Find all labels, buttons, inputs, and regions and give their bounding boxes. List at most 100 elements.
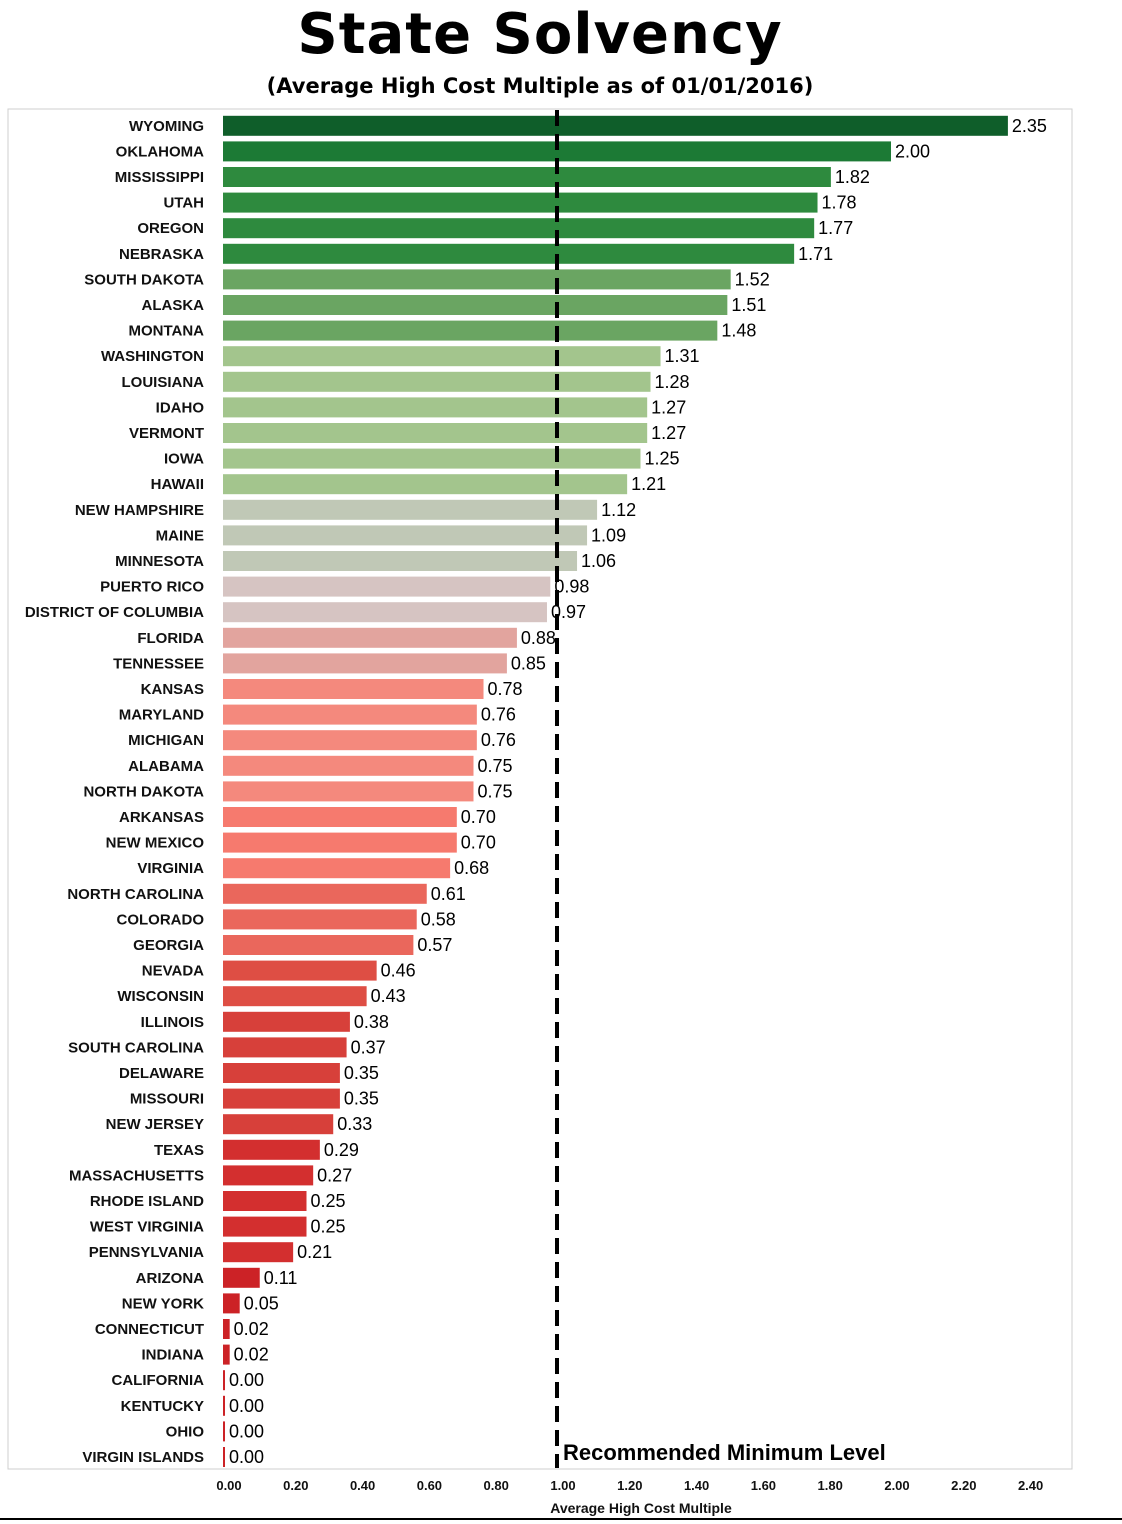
- category-label: NEW YORK: [122, 1295, 204, 1312]
- bar: [223, 679, 484, 699]
- value-label: 0.57: [417, 935, 452, 955]
- category-label: NEW MEXICO: [106, 835, 205, 852]
- category-label: NEW HAMPSHIRE: [75, 502, 204, 519]
- category-label: RHODE ISLAND: [90, 1193, 204, 1210]
- category-label: MINNESOTA: [115, 553, 204, 570]
- value-label: 0.75: [478, 756, 513, 776]
- category-label: OKLAHOMA: [116, 143, 204, 160]
- x-tick-label: 0.80: [484, 1478, 509, 1493]
- category-label: IOWA: [164, 451, 204, 468]
- value-label: 0.11: [264, 1268, 298, 1288]
- bar: [223, 1242, 294, 1263]
- category-label: GEORGIA: [133, 937, 204, 954]
- category-label: ALASKA: [142, 297, 205, 314]
- bar: [223, 807, 457, 827]
- value-label: 1.09: [591, 525, 626, 545]
- value-label: 0.78: [488, 679, 523, 699]
- x-tick-label: 1.60: [751, 1478, 776, 1493]
- reference-line-label: Recommended Minimum Level: [563, 1440, 886, 1465]
- x-tick-label: 2.20: [951, 1478, 976, 1493]
- value-label: 0.02: [234, 1345, 269, 1365]
- x-tick-label: 1.20: [617, 1478, 642, 1493]
- value-label: 1.52: [735, 269, 770, 289]
- value-label: 1.82: [835, 167, 870, 187]
- plot-frame: [7, 108, 1073, 1470]
- value-label: 1.27: [651, 397, 686, 417]
- bar: [223, 1319, 230, 1339]
- bar: [223, 115, 1008, 136]
- bar: [223, 448, 641, 469]
- bar: [223, 960, 377, 981]
- value-label: 0.76: [481, 730, 516, 750]
- value-label: 1.51: [731, 295, 766, 315]
- category-label: SOUTH DAKOTA: [84, 271, 204, 288]
- x-tick-label: 1.40: [684, 1478, 709, 1493]
- bar: [223, 1344, 230, 1365]
- category-label: FLORIDA: [137, 630, 204, 647]
- category-label: MAINE: [156, 527, 204, 544]
- bar: [223, 832, 457, 853]
- category-label: DISTRICT OF COLUMBIA: [25, 604, 204, 621]
- value-label: 0.02: [234, 1319, 269, 1339]
- bar: [223, 1037, 347, 1058]
- bar: [223, 704, 477, 725]
- value-label: 0.98: [554, 577, 589, 597]
- category-label: UTAH: [163, 195, 204, 212]
- value-label: 0.35: [344, 1089, 379, 1109]
- bar: [223, 1063, 340, 1083]
- bar: [223, 218, 815, 239]
- category-label: NEVADA: [142, 963, 204, 980]
- category-label: MASSACHUSETTS: [69, 1167, 204, 1184]
- bar: [223, 858, 451, 879]
- bar: [223, 551, 578, 571]
- value-label: 0.25: [311, 1217, 346, 1237]
- bar: [223, 499, 598, 520]
- value-label: 0.33: [337, 1114, 372, 1134]
- value-label: 1.31: [665, 346, 700, 366]
- value-label: 0.29: [324, 1140, 359, 1160]
- category-label: NORTH DAKOTA: [83, 783, 204, 800]
- category-label: ARKANSAS: [119, 809, 204, 826]
- category-label: WISCONSIN: [117, 988, 204, 1005]
- value-label: 0.00: [229, 1421, 264, 1441]
- value-label: 1.48: [721, 321, 756, 341]
- value-label: 0.35: [344, 1063, 379, 1083]
- value-label: 1.71: [798, 244, 833, 264]
- value-label: 1.28: [655, 372, 690, 392]
- bar: [223, 1114, 334, 1135]
- bar: [223, 1139, 320, 1160]
- category-label: TENNESSEE: [113, 655, 204, 672]
- value-label: 0.00: [229, 1396, 264, 1416]
- value-label: 0.70: [461, 807, 496, 827]
- value-label: 1.27: [651, 423, 686, 443]
- category-label: KANSAS: [141, 681, 204, 698]
- value-label: 0.05: [244, 1293, 279, 1313]
- x-tick-label: 0.00: [216, 1478, 241, 1493]
- bar: [223, 525, 588, 546]
- bar: [223, 1216, 307, 1237]
- value-label: 0.70: [461, 833, 496, 853]
- bar: [223, 167, 831, 187]
- bar: [223, 141, 891, 162]
- bar: [223, 1011, 350, 1032]
- bar: [223, 371, 651, 392]
- value-label: 0.43: [371, 986, 406, 1006]
- category-label: KENTUCKY: [121, 1398, 204, 1415]
- value-label: 0.75: [478, 781, 513, 801]
- value-label: 0.85: [511, 653, 546, 673]
- bar: [223, 935, 414, 955]
- bar: [223, 269, 731, 290]
- bar: [223, 909, 417, 930]
- bar: [223, 781, 474, 802]
- value-label: 0.58: [421, 909, 456, 929]
- category-label: COLORADO: [117, 911, 205, 928]
- bar: [223, 397, 648, 418]
- value-label: 0.76: [481, 705, 516, 725]
- bar: [223, 1395, 225, 1416]
- x-tick-label: 0.40: [350, 1478, 375, 1493]
- bar: [223, 320, 718, 341]
- category-label: PENNSYLVANIA: [89, 1244, 204, 1261]
- x-tick-label: 2.00: [884, 1478, 909, 1493]
- bar: [223, 295, 728, 315]
- category-label: VIRGINIA: [137, 860, 204, 877]
